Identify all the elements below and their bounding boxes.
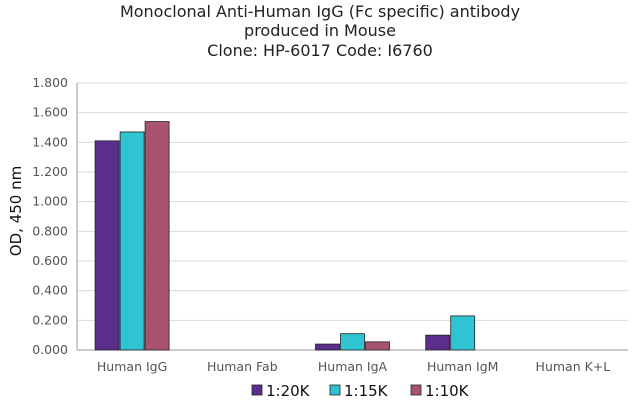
y-tick-label: 1.600 — [32, 105, 68, 120]
chart-title-line-2: produced in Mouse — [244, 21, 396, 40]
bar — [425, 334, 451, 351]
chart-title-line-1: Monoclonal Anti-Human IgG (Fc specific) … — [119, 2, 521, 21]
y-tick-label: 0.800 — [32, 223, 68, 238]
legend-label: 1:20K — [266, 382, 311, 400]
y-tick-label: 1.200 — [32, 164, 68, 179]
bar — [365, 341, 390, 351]
y-tick-label: 0.200 — [32, 312, 68, 327]
y-tick-label: 1.800 — [32, 75, 68, 90]
legend-label: 1:15K — [344, 382, 389, 400]
bar — [315, 343, 340, 351]
y-tick-label: 1.000 — [32, 194, 68, 209]
y-tick-label: 0.000 — [32, 342, 68, 357]
chart-title-line-3: Clone: HP-6017 Code: I6760 — [207, 41, 433, 60]
bar — [94, 140, 120, 351]
legend-label: 1:10K — [425, 382, 470, 400]
bar — [144, 121, 170, 351]
bar — [450, 315, 476, 351]
y-tick-label: 1.400 — [32, 134, 68, 149]
legend-swatch — [329, 384, 341, 396]
x-category-label: Human IgG — [97, 359, 167, 374]
y-tick-label: 0.600 — [32, 253, 68, 268]
y-tick-label: 0.400 — [32, 283, 68, 298]
x-category-label: Human IgA — [318, 359, 388, 374]
x-category-label: Human K+L — [536, 359, 611, 374]
bar — [340, 333, 365, 351]
x-category-label: Human Fab — [207, 359, 278, 374]
x-category-label: Human IgM — [427, 359, 498, 374]
legend-swatch — [410, 384, 422, 396]
legend-swatch — [251, 384, 263, 396]
bar — [119, 131, 145, 351]
